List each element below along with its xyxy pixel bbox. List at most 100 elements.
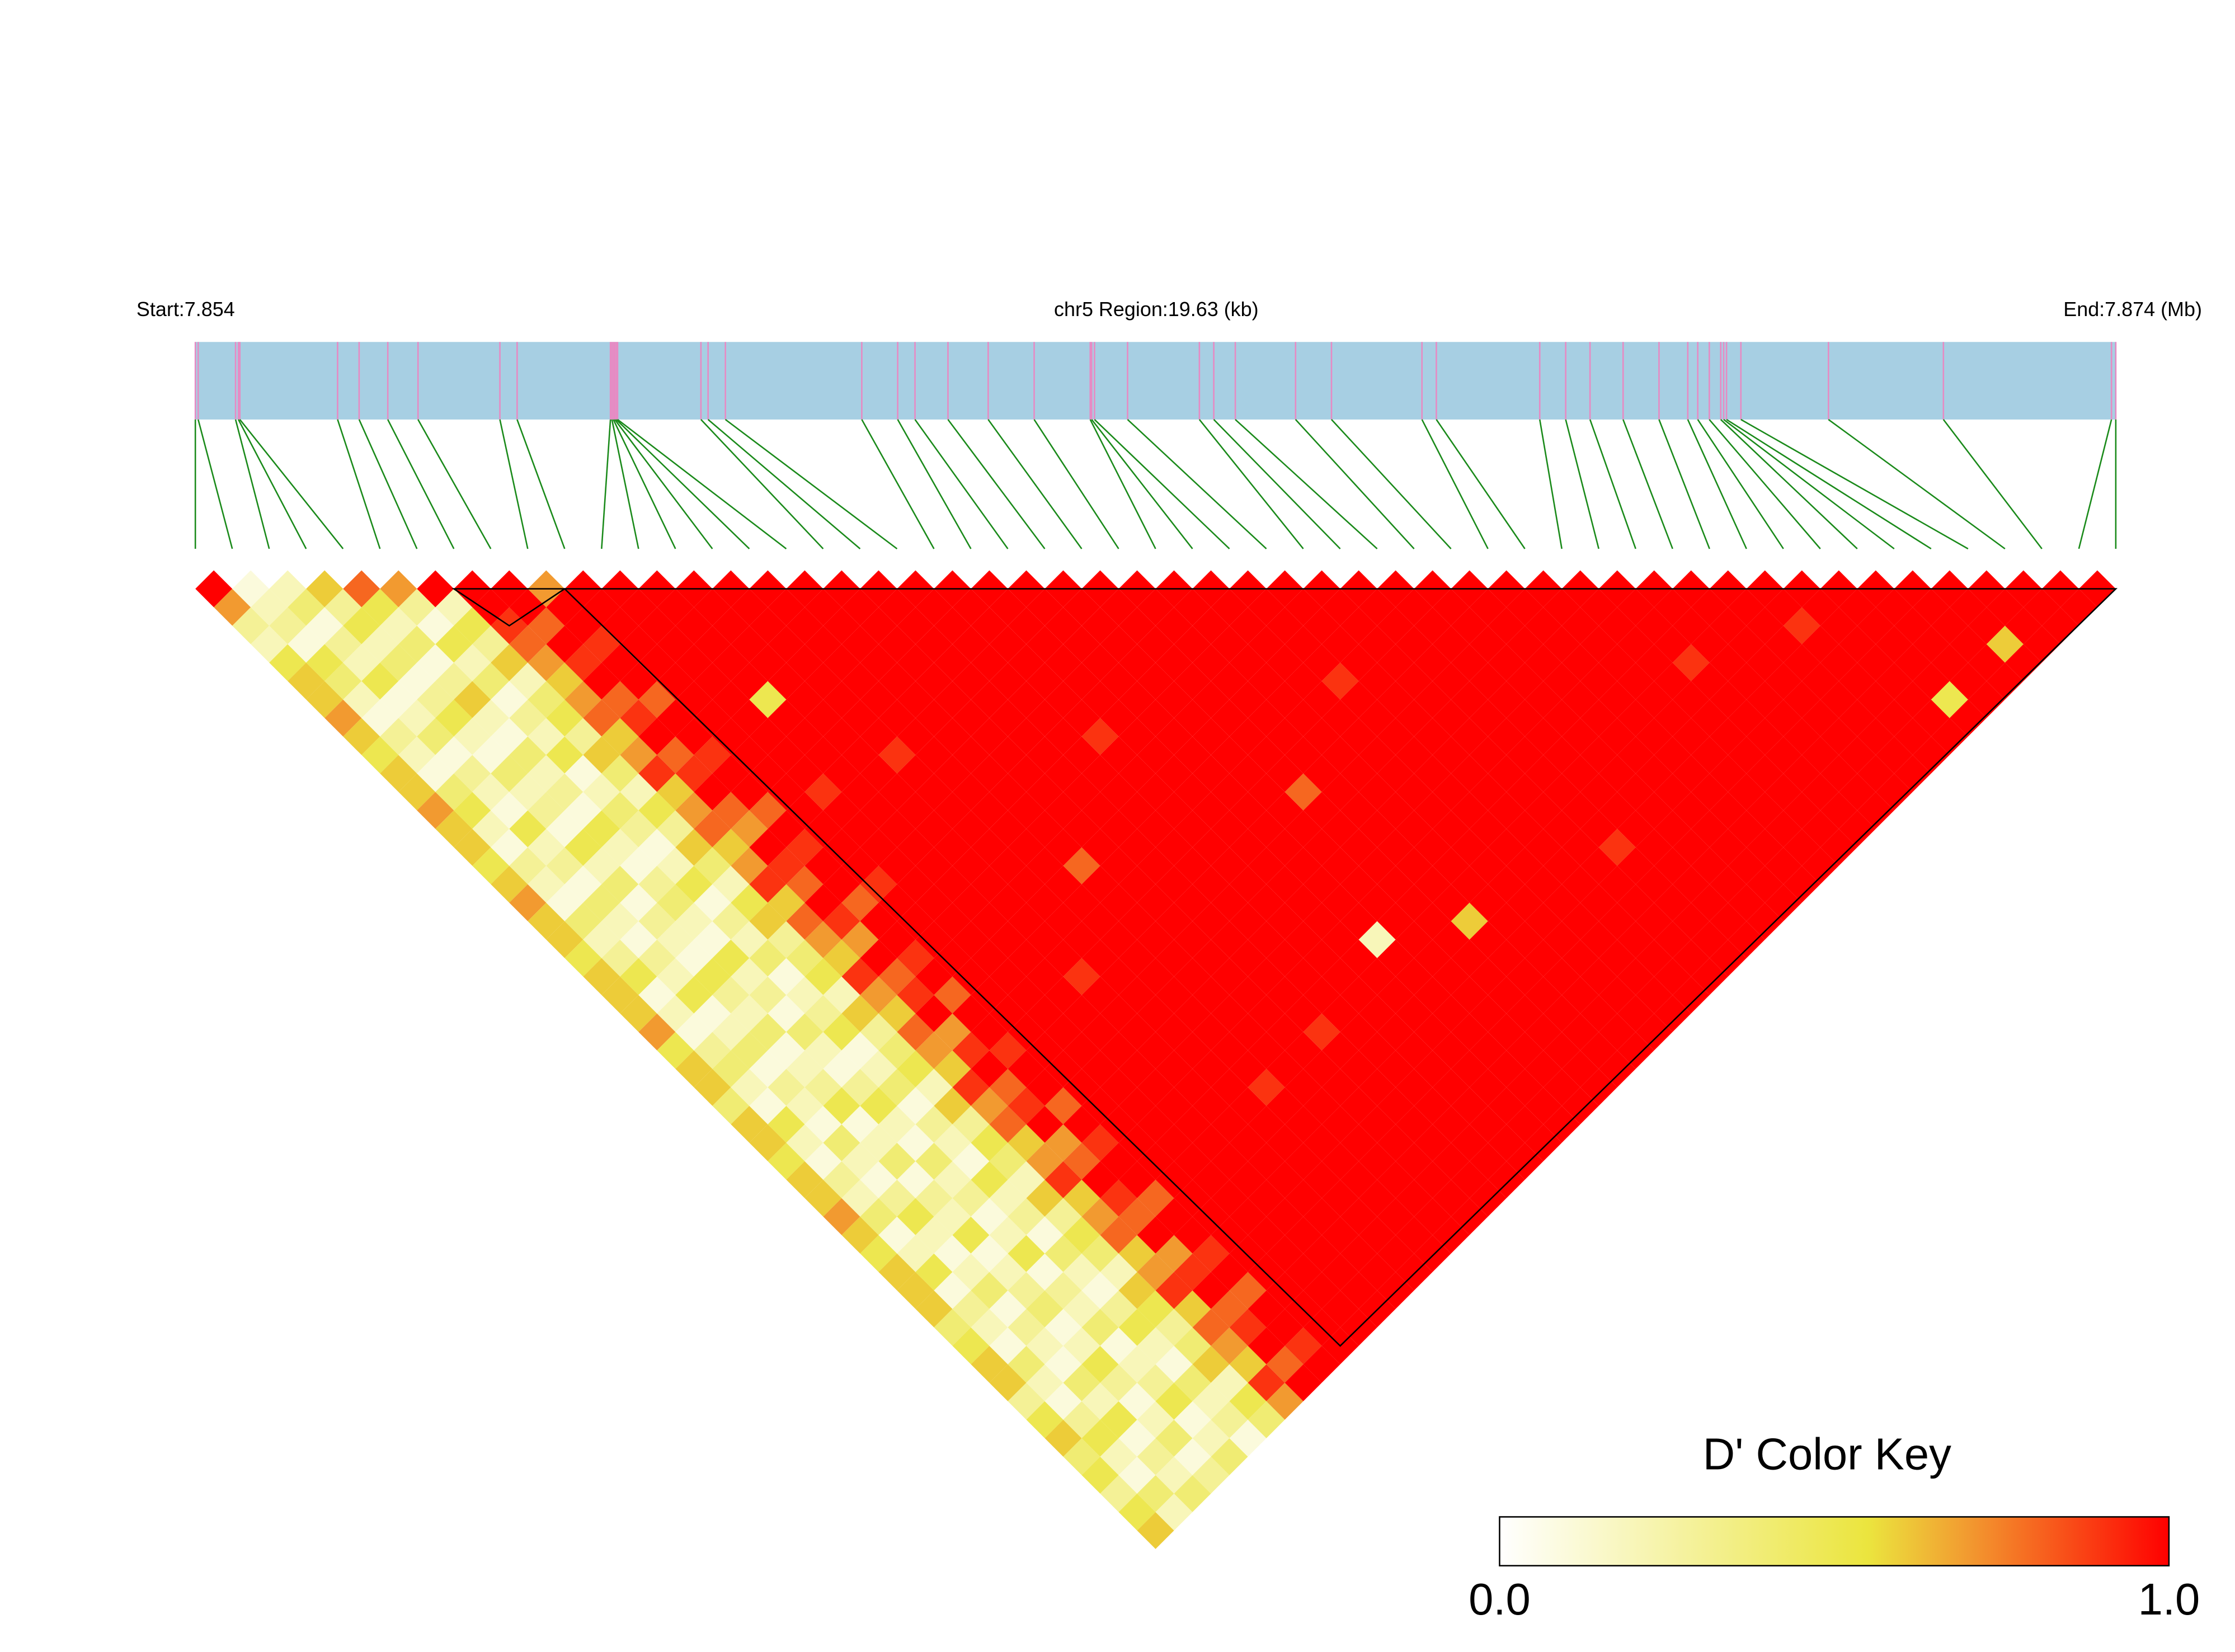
ld-cell xyxy=(897,1013,934,1051)
ld-cell xyxy=(417,755,454,792)
ld-cell xyxy=(1654,884,1691,921)
ld-cell xyxy=(934,792,971,829)
snp-connector xyxy=(387,419,455,549)
ld-cell xyxy=(1524,865,1562,903)
ld-cell xyxy=(601,607,639,644)
ld-cell xyxy=(1543,662,1580,700)
ld-cell xyxy=(1488,1124,1525,1161)
ld-cell xyxy=(491,755,528,792)
ld-cell xyxy=(601,829,639,866)
ld-cell xyxy=(343,644,380,681)
ld-cell xyxy=(712,1013,750,1051)
ld-cell xyxy=(712,644,750,681)
ld-cell xyxy=(749,607,787,644)
ld-cell xyxy=(1598,829,1636,866)
ld-cell xyxy=(195,570,233,608)
ld-cell xyxy=(823,681,860,718)
ld-cell xyxy=(1008,1050,1045,1088)
ld-cell xyxy=(897,755,934,792)
ld-cell xyxy=(528,865,565,903)
ld-cell xyxy=(472,699,510,737)
ld-cell xyxy=(1081,792,1119,829)
snp-connector xyxy=(947,419,1046,549)
ld-cell xyxy=(1709,829,1747,866)
ld-cell xyxy=(675,607,713,644)
ld-cell xyxy=(860,718,897,755)
ld-cell xyxy=(1081,681,1119,718)
ld-cell xyxy=(1414,681,1451,718)
ld-cell xyxy=(1081,829,1119,866)
snp-connector xyxy=(1033,419,1119,549)
ld-cell xyxy=(1248,921,1285,958)
ld-cell xyxy=(971,1272,1008,1309)
ld-cell xyxy=(860,792,897,829)
ld-cell xyxy=(1672,644,1710,681)
snp-connector xyxy=(197,419,233,549)
ld-cell xyxy=(546,921,584,958)
ld-cell xyxy=(1524,1087,1562,1124)
ld-cell xyxy=(454,829,491,866)
ld-cell xyxy=(1155,644,1193,681)
ld-cell xyxy=(1026,921,1064,958)
ld-cell xyxy=(2041,607,2079,644)
snp-connector xyxy=(1235,418,1378,549)
ld-cell xyxy=(1746,902,1784,940)
ld-cell xyxy=(1414,902,1451,940)
ld-cell xyxy=(860,755,897,792)
snp-connector xyxy=(1697,419,1784,549)
ld-cell xyxy=(1377,607,1414,644)
ld-cell xyxy=(638,792,676,829)
ld-cell xyxy=(1875,662,1913,700)
ld-cell xyxy=(823,976,860,1014)
ld-cell xyxy=(934,1013,971,1051)
ld-cell xyxy=(1081,755,1119,792)
ld-cell xyxy=(491,829,528,866)
ld-cell xyxy=(1635,1013,1673,1051)
ld-cell xyxy=(564,829,602,866)
ld-cell xyxy=(712,607,750,644)
ld-cell xyxy=(1561,607,1599,644)
ld-cell xyxy=(749,865,787,903)
ld-cell xyxy=(897,718,934,755)
ld-cell xyxy=(1451,829,1488,866)
ld-cell xyxy=(749,1087,787,1124)
snp-lines xyxy=(194,342,2117,550)
ld-cell xyxy=(232,570,270,608)
ld-cell xyxy=(564,865,602,903)
snp-connector xyxy=(1589,419,1636,549)
ld-cell xyxy=(1081,718,1119,755)
ld-cell xyxy=(1118,681,1156,718)
ld-cell xyxy=(417,792,454,829)
region-label: chr5 Region:19.63 (kb) xyxy=(1054,298,1259,321)
ld-cell xyxy=(1229,755,1267,792)
ld-cell xyxy=(1746,865,1784,903)
ld-cell xyxy=(749,1013,787,1051)
ld-cell xyxy=(934,865,971,903)
ld-cell xyxy=(1746,755,1784,792)
snp-connector xyxy=(234,419,270,549)
ld-cell xyxy=(934,1050,971,1088)
ld-cell xyxy=(823,755,860,792)
ld-cell xyxy=(1709,865,1747,903)
start-label: Start:7.854 xyxy=(137,298,235,321)
ld-cell xyxy=(1229,865,1267,903)
ld-cell xyxy=(1524,1013,1562,1051)
ld-cells xyxy=(195,570,2116,1549)
snp-connector xyxy=(417,419,492,549)
ld-cell xyxy=(509,699,547,737)
snp-connector xyxy=(611,419,639,549)
snp-connector xyxy=(1622,419,1673,549)
ld-cell xyxy=(1229,792,1267,829)
ld-cell xyxy=(1488,1013,1525,1051)
ld-cell xyxy=(712,755,750,792)
ld-cell xyxy=(1469,1179,1507,1217)
ld-cell xyxy=(1081,1382,1119,1420)
ld-cell xyxy=(971,1345,1008,1383)
ld-cell xyxy=(1838,699,1876,737)
ld-cell xyxy=(583,921,620,958)
ld-cell xyxy=(1561,1050,1599,1088)
color-key xyxy=(1499,1516,2170,1567)
ld-cell xyxy=(712,902,750,940)
ld-cell xyxy=(1524,1124,1562,1161)
ld-cell xyxy=(1598,1050,1636,1088)
